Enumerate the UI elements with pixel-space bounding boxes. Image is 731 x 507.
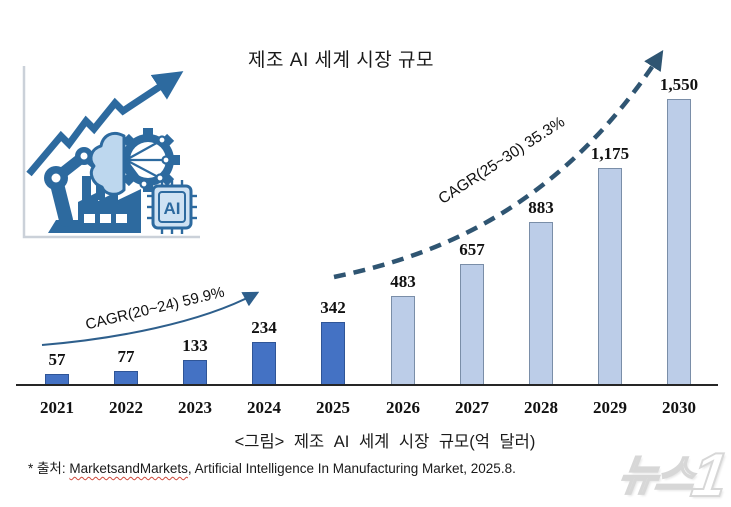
- value-label-2027: 657: [459, 240, 485, 259]
- ai-chip-icon: AI: [147, 180, 197, 234]
- source-publisher: MarketsandMarkets: [69, 461, 188, 476]
- year-label-2028: 2028: [524, 398, 558, 417]
- value-label-2030: 1,550: [659, 75, 699, 94]
- manufacturing-ai-illustration: AI: [22, 66, 200, 239]
- year-label-2030: 2030: [662, 398, 696, 417]
- year-label-2021: 2021: [40, 398, 74, 417]
- value-label-2022: 77: [117, 347, 135, 366]
- source-rest: , Artificial Intelligence In Manufacturi…: [187, 461, 516, 476]
- bar-2022: [114, 371, 138, 385]
- figure-caption: <그림> 제조 AI 세계 시장 규모(억 달러): [234, 433, 536, 451]
- value-label-2023: 133: [182, 336, 208, 355]
- year-label-2025: 2025: [316, 398, 350, 417]
- news1-watermark: 뉴스1: [615, 440, 731, 507]
- bar-2030: [667, 99, 691, 385]
- brain-icon: [89, 131, 171, 196]
- watermark-text: 뉴스: [615, 451, 697, 500]
- year-label-2026: 2026: [386, 398, 420, 417]
- x-axis-line: [16, 384, 718, 386]
- value-label-2029: 1,175: [590, 144, 630, 163]
- bar-2024: [252, 342, 276, 385]
- source-prefix: * 출처:: [28, 461, 70, 476]
- year-label-2029: 2029: [593, 398, 627, 417]
- year-label-2024: 2024: [247, 398, 281, 417]
- value-label-2025: 342: [320, 298, 346, 317]
- bar-2029: [598, 168, 622, 385]
- bar-2027: [460, 264, 484, 385]
- bar-2025: [321, 322, 345, 385]
- value-label-2024: 234: [251, 318, 277, 337]
- year-label-2022: 2022: [109, 398, 143, 417]
- bar-2028: [529, 222, 553, 385]
- ai-chip-label: AI: [164, 199, 181, 218]
- value-label-2026: 483: [390, 272, 416, 291]
- growth-zigzag-arrow-icon: [26, 71, 184, 177]
- value-label-2028: 883: [528, 198, 554, 217]
- year-label-2023: 2023: [178, 398, 212, 417]
- year-label-2027: 2027: [455, 398, 489, 417]
- bar-2023: [183, 360, 207, 385]
- illustration-axis: [22, 66, 200, 239]
- value-label-2021: 57: [48, 350, 66, 369]
- bar-2026: [391, 296, 415, 385]
- source-note: * 출처: MarketsandMarkets, Artificial Inte…: [28, 457, 516, 477]
